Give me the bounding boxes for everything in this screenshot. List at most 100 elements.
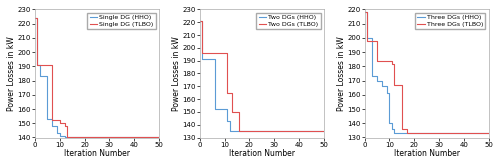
- Two DGs (TLBO): [212, 52, 218, 54]
- Single DG (TLBO): [60, 122, 66, 124]
- Three DGs (TLBO): [389, 63, 395, 65]
- Line: Three DGs (HHO): Three DGs (HHO): [364, 12, 488, 133]
- Two DGs (TLBO): [219, 52, 225, 54]
- Single DG (TLBO): [44, 64, 51, 66]
- Single DG (HHO): [60, 135, 66, 137]
- Two DGs (TLBO): [200, 52, 205, 54]
- Legend: Three DGs (HHO), Three DGs (TLBO): Three DGs (HHO), Three DGs (TLBO): [414, 13, 486, 29]
- Single DG (HHO): [40, 75, 46, 77]
- Three DGs (TLBO): [396, 84, 402, 86]
- Three DGs (HHO): [396, 132, 402, 134]
- Two DGs (HHO): [219, 108, 225, 110]
- Single DG (HHO): [44, 118, 51, 120]
- Single DG (TLBO): [34, 64, 40, 66]
- Three DGs (TLBO): [366, 40, 372, 42]
- Two DGs (HHO): [321, 130, 327, 132]
- Single DG (HHO): [62, 136, 68, 138]
- Single DG (TLBO): [50, 119, 56, 121]
- Two DGs (HHO): [206, 58, 212, 60]
- Y-axis label: Power Losses in kW: Power Losses in kW: [7, 36, 16, 111]
- Two DGs (HHO): [209, 58, 215, 60]
- Two DGs (TLBO): [234, 111, 240, 113]
- Two DGs (TLBO): [239, 130, 245, 132]
- Line: Single DG (HHO): Single DG (HHO): [35, 18, 159, 137]
- X-axis label: Iteration Number: Iteration Number: [64, 149, 130, 158]
- Two DGs (HHO): [214, 108, 220, 110]
- Single DG (TLBO): [32, 17, 38, 19]
- Two DGs (TLBO): [224, 92, 230, 94]
- Two DGs (TLBO): [226, 92, 232, 94]
- Three DGs (HHO): [384, 92, 390, 94]
- Three DGs (TLBO): [369, 40, 375, 42]
- Three DGs (TLBO): [406, 132, 412, 134]
- Single DG (TLBO): [42, 64, 48, 66]
- Three DGs (TLBO): [384, 60, 390, 62]
- Three DGs (HHO): [394, 132, 400, 134]
- Two DGs (HHO): [226, 130, 232, 132]
- Single DG (TLBO): [62, 125, 68, 127]
- Y-axis label: Power Losses in kW: Power Losses in kW: [172, 36, 181, 111]
- Two DGs (TLBO): [222, 52, 228, 54]
- Three DGs (TLBO): [382, 60, 388, 62]
- Two DGs (TLBO): [202, 52, 208, 54]
- X-axis label: Iteration Number: Iteration Number: [394, 149, 460, 158]
- Two DGs (TLBO): [197, 20, 203, 22]
- Three DGs (HHO): [366, 37, 372, 39]
- Legend: Single DG (HHO), Single DG (TLBO): Single DG (HHO), Single DG (TLBO): [87, 13, 156, 29]
- Two DGs (TLBO): [236, 130, 242, 132]
- Three DGs (HHO): [372, 75, 378, 77]
- Line: Two DGs (HHO): Two DGs (HHO): [200, 21, 324, 131]
- Two DGs (HHO): [200, 58, 205, 60]
- Three DGs (TLBO): [364, 40, 370, 42]
- Single DG (HHO): [50, 125, 56, 127]
- Three DGs (TLBO): [386, 60, 392, 62]
- Legend: Two DGs (HHO), Two DGs (TLBO): Two DGs (HHO), Two DGs (TLBO): [256, 13, 320, 29]
- Two DGs (HHO): [202, 58, 208, 60]
- Two DGs (HHO): [224, 120, 230, 122]
- Single DG (TLBO): [52, 119, 58, 121]
- Three DGs (TLBO): [394, 84, 400, 86]
- Three DGs (TLBO): [402, 128, 407, 130]
- Two DGs (TLBO): [209, 52, 215, 54]
- Three DGs (HHO): [369, 75, 375, 77]
- Two DGs (HHO): [204, 58, 210, 60]
- Single DG (HHO): [156, 136, 162, 138]
- Two DGs (HHO): [216, 108, 222, 110]
- Three DGs (TLBO): [372, 40, 378, 42]
- Three DGs (TLBO): [362, 11, 368, 13]
- Three DGs (HHO): [389, 128, 395, 130]
- Three DGs (TLBO): [374, 60, 380, 62]
- Single DG (TLBO): [64, 136, 70, 138]
- Two DGs (HHO): [197, 20, 203, 22]
- Line: Three DGs (TLBO): Three DGs (TLBO): [364, 12, 488, 133]
- Three DGs (TLBO): [486, 132, 492, 134]
- Two DGs (TLBO): [214, 52, 220, 54]
- Two DGs (TLBO): [206, 52, 212, 54]
- Three DGs (HHO): [362, 11, 368, 13]
- Single DG (TLBO): [37, 64, 43, 66]
- Two DGs (HHO): [222, 108, 228, 110]
- Three DGs (HHO): [379, 85, 385, 87]
- Three DGs (TLBO): [392, 84, 398, 86]
- Two DGs (TLBO): [229, 111, 235, 113]
- Single DG (TLBO): [47, 64, 53, 66]
- Three DGs (TLBO): [404, 132, 410, 134]
- Single DG (HHO): [32, 17, 38, 19]
- Three DGs (HHO): [486, 132, 492, 134]
- Single DG (TLBO): [57, 122, 63, 124]
- Three DGs (TLBO): [379, 60, 385, 62]
- Single DG (HHO): [52, 125, 58, 127]
- Single DG (HHO): [37, 75, 43, 77]
- Three DGs (HHO): [364, 37, 370, 39]
- Three DGs (HHO): [392, 132, 398, 134]
- Three DGs (HHO): [386, 122, 392, 124]
- Two DGs (TLBO): [321, 130, 327, 132]
- Line: Single DG (TLBO): Single DG (TLBO): [35, 18, 159, 137]
- Two DGs (TLBO): [204, 52, 210, 54]
- Single DG (HHO): [47, 118, 53, 120]
- Single DG (TLBO): [54, 119, 60, 121]
- Two DGs (HHO): [212, 108, 218, 110]
- Three DGs (HHO): [376, 80, 382, 82]
- Single DG (HHO): [34, 64, 40, 66]
- X-axis label: Iteration Number: Iteration Number: [229, 149, 295, 158]
